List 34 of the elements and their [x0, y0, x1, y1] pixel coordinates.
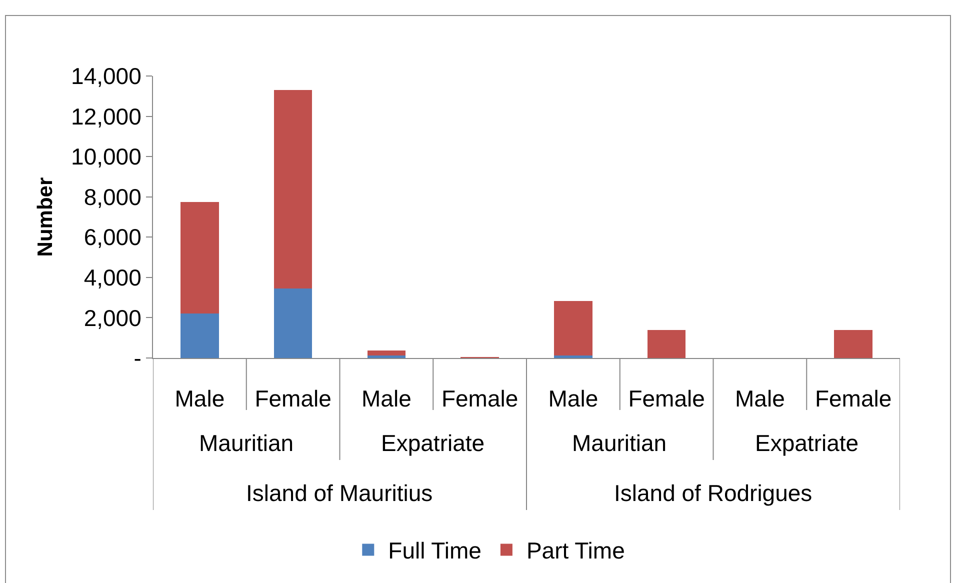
- bar: [180, 202, 219, 314]
- x-tick-label: Male: [735, 386, 785, 412]
- x-tick-label: Male: [174, 386, 225, 412]
- text: Expatriate: [381, 430, 485, 456]
- text: Expatriate: [755, 430, 859, 456]
- y-tick-label: -: [134, 345, 142, 372]
- y-tick-label: 10,000: [71, 144, 142, 170]
- x-tick-label: Female: [441, 386, 518, 412]
- bar: [367, 350, 406, 356]
- y-tick-label: 14,000: [71, 63, 142, 90]
- legend-label: Part Time: [526, 538, 625, 564]
- text: Island of Rodrigues: [614, 480, 812, 506]
- bar: [554, 301, 592, 356]
- text: Mauritian: [199, 430, 294, 456]
- bar: [180, 314, 219, 358]
- x-tick-label: Female: [814, 386, 892, 412]
- bar: [274, 90, 312, 289]
- y-tick-label: 12,000: [71, 103, 142, 130]
- text: Mauritian: [572, 430, 667, 456]
- bar: [647, 330, 686, 358]
- y-tick-label: 8,000: [84, 184, 142, 210]
- x-tick-label: Male: [362, 386, 412, 412]
- y-tick-label: 6,000: [84, 224, 142, 250]
- x-tick-label: Male: [548, 386, 598, 412]
- text: Island of Mauritius: [246, 480, 433, 506]
- y-axis-title: Number: [34, 177, 58, 257]
- bar: [367, 355, 406, 358]
- y-tick-label: 4,000: [84, 264, 142, 290]
- x-tick-label: Female: [628, 386, 705, 412]
- legend-label: Full Time: [388, 538, 482, 564]
- bar: [834, 330, 872, 358]
- bar: [274, 288, 312, 358]
- x-tick-label: Female: [254, 386, 332, 412]
- y-tick-label: 2,000: [84, 304, 142, 331]
